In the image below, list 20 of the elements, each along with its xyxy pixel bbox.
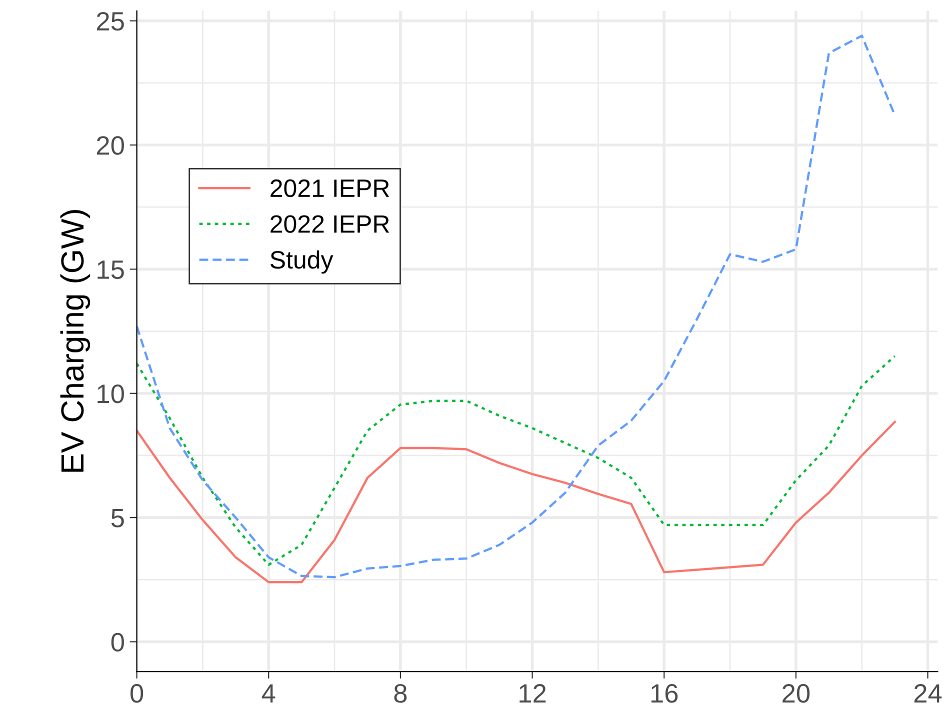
y-tick-label: 25 [96,12,124,31]
x-tick-label: 4 [262,684,276,702]
y-tick-label: 5 [111,508,124,528]
line-series [136,420,896,584]
x-tick-label: 0 [130,684,144,703]
x-tick-label: 8 [394,684,407,703]
y-axis-title: EV Charging (GW) [60,210,90,472]
y-tick-label: 15 [98,260,124,280]
y-tick-label: 10 [98,384,124,404]
legend-label: Study [270,250,334,274]
y-tick-label: 20 [96,136,124,155]
line-series [136,34,896,578]
x-tick-label: 12 [520,684,546,702]
legend-label: 2022 IEPR [270,215,390,233]
x-tick-label: 16 [651,684,678,703]
line-series [136,355,896,566]
legend-label: 2021 IEPR [270,179,390,198]
x-tick-label: 20 [782,684,810,703]
x-tick-label: 24 [914,684,942,702]
y-tick-label: 0 [111,632,124,652]
